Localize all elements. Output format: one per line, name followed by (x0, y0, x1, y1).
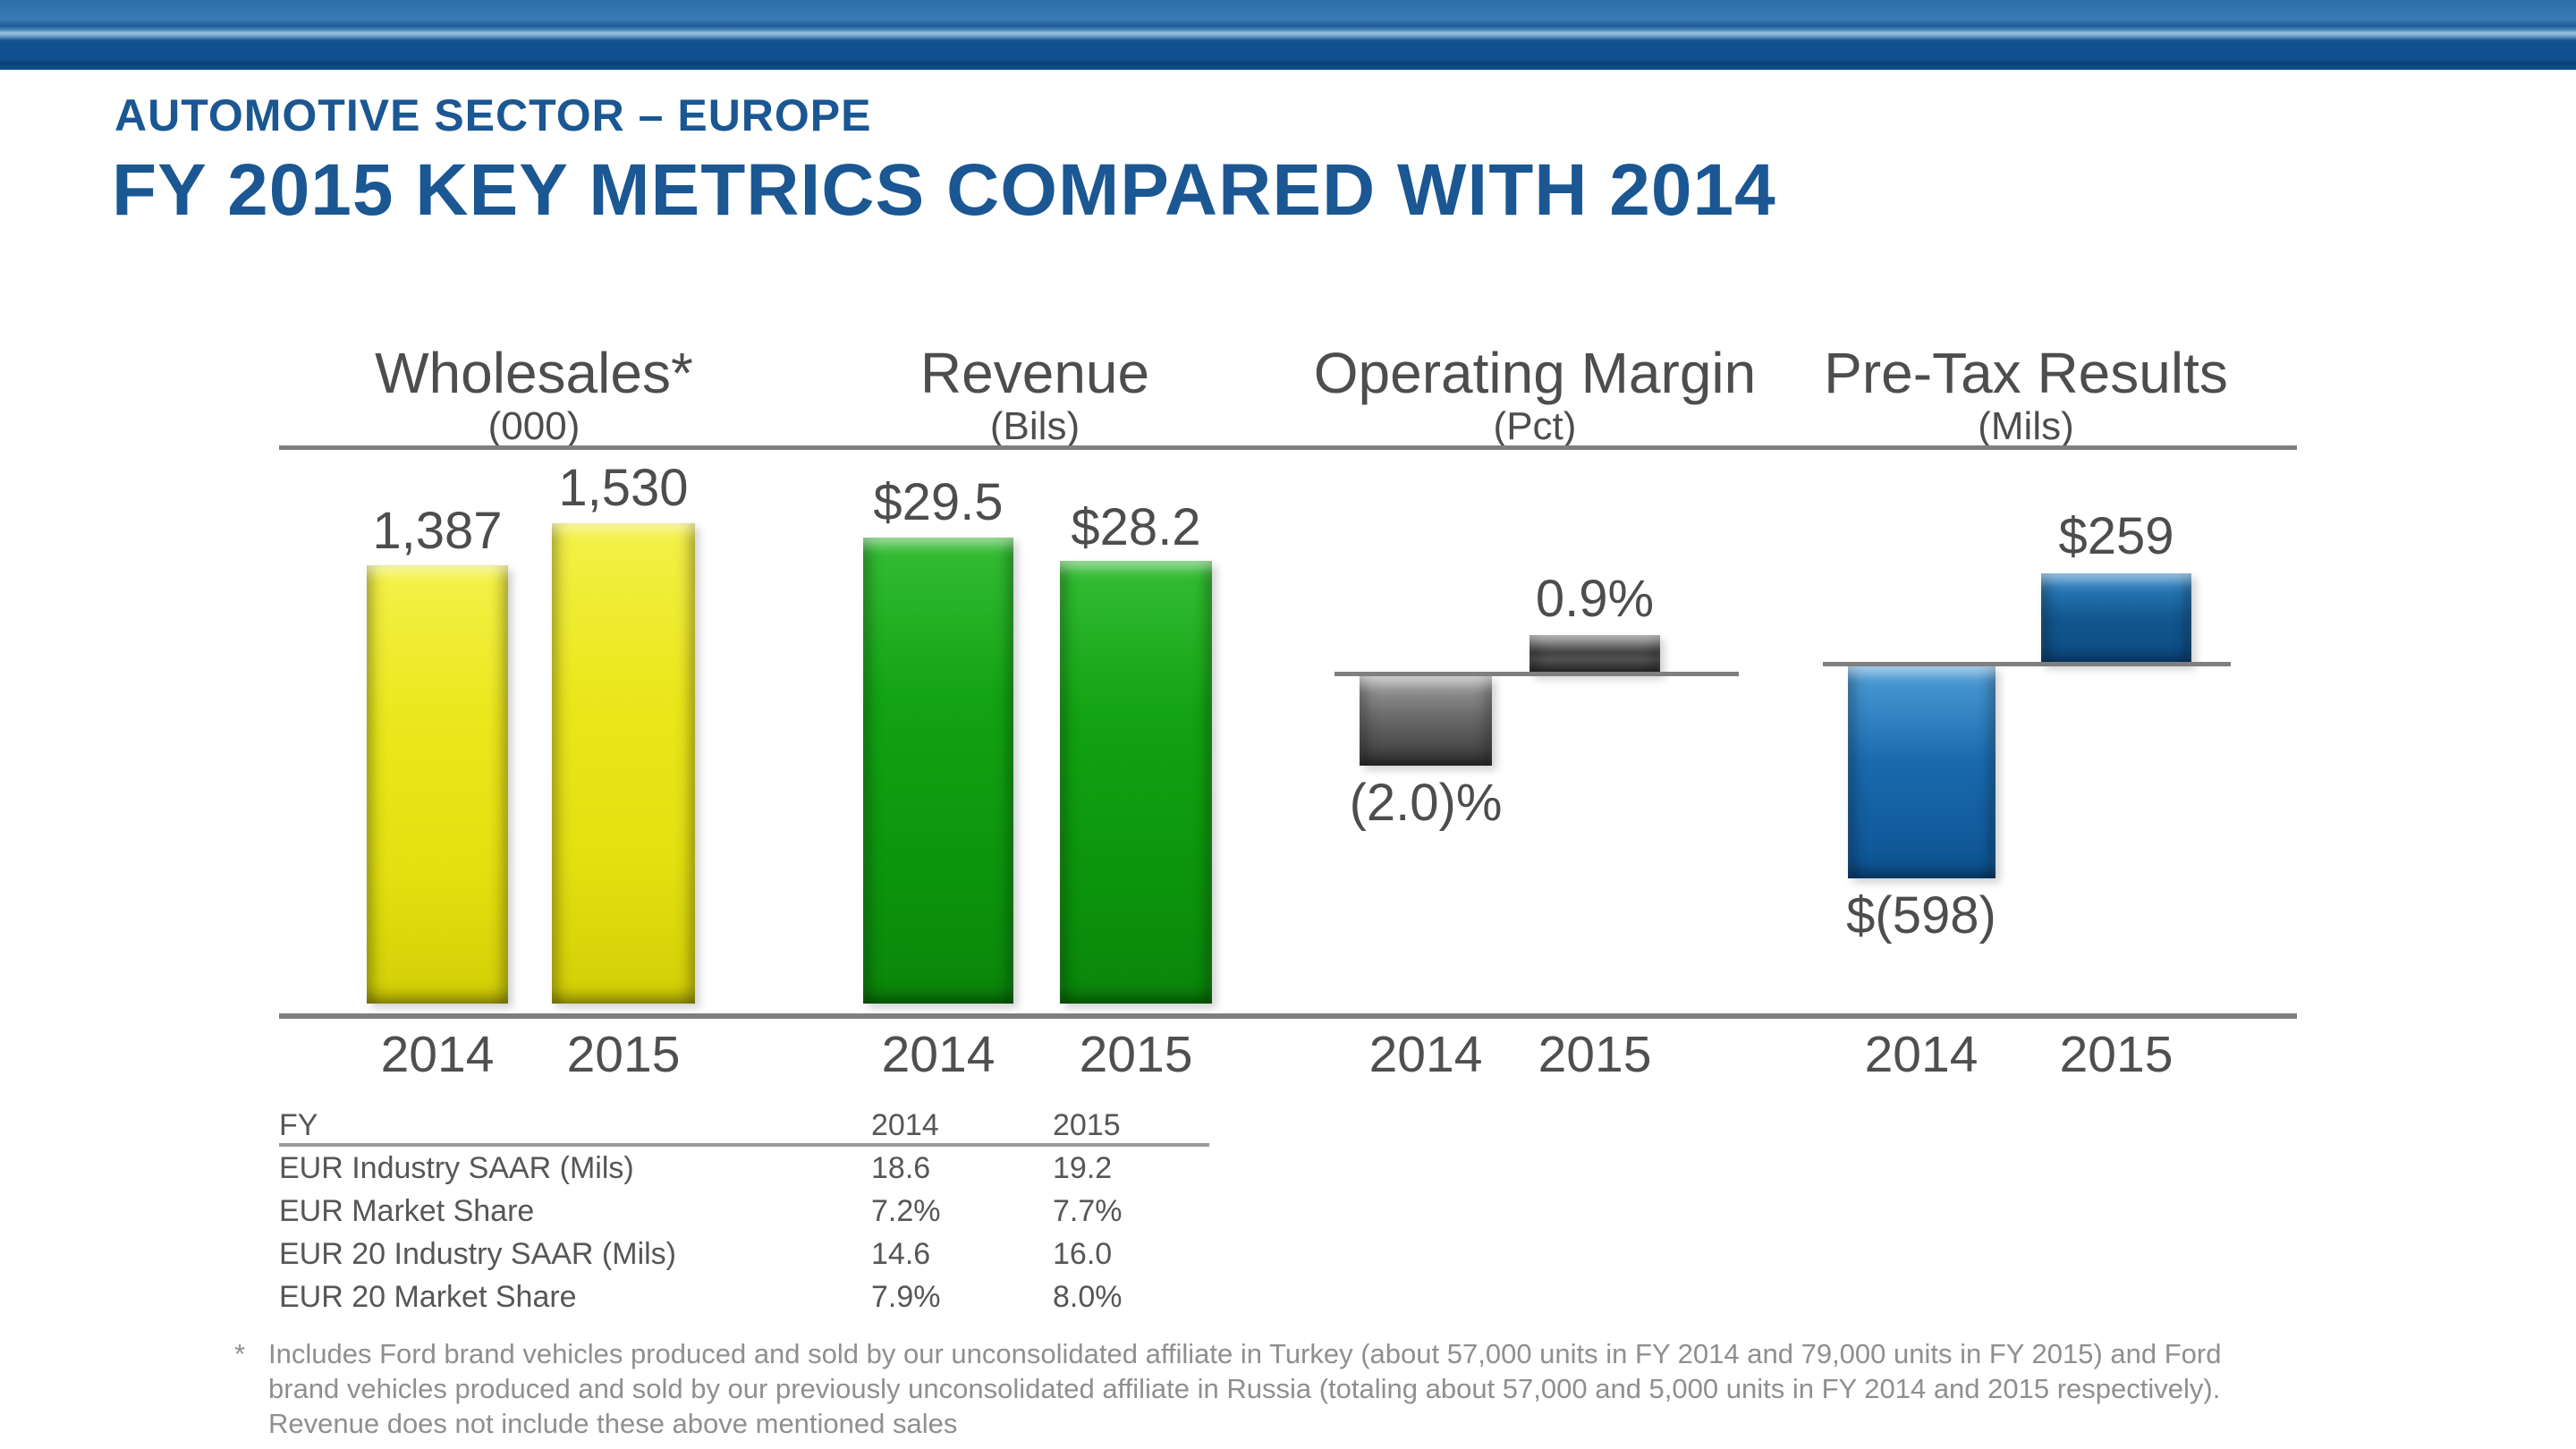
footnote: * Includes Ford brand vehicles produced … (234, 1336, 2265, 1441)
chart-subtitle-wholesales: (000) (487, 404, 580, 448)
header-ribbon (0, 0, 2576, 70)
table-cell-2014: 7.9% (871, 1279, 941, 1314)
year-label-wholesales-2015: 2015 (566, 1026, 681, 1083)
table-cell-2014: 14.6 (871, 1236, 931, 1271)
table-row: EUR 20 Market Share 7.9% 8.0% (279, 1275, 1209, 1318)
chart-baseline (279, 1013, 2297, 1019)
table-header-2014: 2014 (871, 1107, 939, 1142)
bar-revenue-2015 (1060, 561, 1212, 1004)
value-label-revenue-2014: $29.5 (873, 473, 1004, 531)
value-label-pretax-2015: $259 (2058, 507, 2174, 565)
chart-title-revenue: Revenue (919, 341, 1150, 405)
value-label-wholesales-2014: 1,387 (372, 502, 503, 560)
bar-operating-margin-2015 (1530, 635, 1660, 674)
table-row: EUR 20 Industry SAAR (Mils) 14.6 16.0 (279, 1233, 1209, 1275)
section-title: AUTOMOTIVE SECTOR – EUROPE (114, 90, 872, 140)
chart-subtitle-revenue: (Bils) (989, 404, 1080, 448)
table-cell-label: EUR 20 Industry SAAR (Mils) (279, 1236, 676, 1271)
table-cell-2015: 7.7% (1053, 1193, 1123, 1228)
value-label-operating-margin-2015: 0.9% (1535, 570, 1655, 628)
chart-subtitle-pretax: (Mils) (1978, 404, 2074, 448)
zero-line-pretax (1823, 662, 2231, 666)
table-header-2015: 2015 (1053, 1107, 1121, 1142)
value-label-wholesales-2015: 1,530 (558, 459, 689, 517)
page-title: FY 2015 KEY METRICS COMPARED WITH 2014 (112, 149, 1776, 231)
bar-operating-margin-2014 (1360, 676, 1492, 766)
chart-title-wholesales: Wholesales* (375, 341, 693, 405)
bar-pretax-2015 (2041, 573, 2191, 665)
bar-wholesales-2015 (552, 523, 695, 1004)
chart-title-pretax: Pre-Tax Results (1824, 341, 2228, 405)
table-row: EUR Market Share 7.2% 7.7% (279, 1190, 1209, 1233)
table-cell-2014: 7.2% (871, 1193, 941, 1228)
table-cell-label: EUR Market Share (279, 1193, 535, 1228)
year-label-revenue-2014: 2014 (881, 1026, 996, 1083)
year-label-pretax-2015: 2015 (2059, 1026, 2174, 1083)
year-label-wholesales-2014: 2014 (380, 1026, 495, 1083)
table-cell-2014: 18.6 (871, 1150, 931, 1185)
chart-subtitle-operating-margin: (Pct) (1493, 404, 1577, 448)
chart-title-operating-margin: Operating Margin (1313, 341, 1757, 405)
summary-table: FY 2014 2015 EUR Industry SAAR (Mils) 18… (279, 1107, 1209, 1318)
table-cell-2015: 19.2 (1053, 1150, 1113, 1185)
bar-wholesales-2014 (367, 565, 508, 1004)
table-cell-label: EUR 20 Market Share (279, 1279, 577, 1314)
year-label-revenue-2015: 2015 (1079, 1026, 1193, 1083)
bar-pretax-2014 (1848, 666, 1996, 878)
table-cell-label: EUR Industry SAAR (Mils) (279, 1150, 634, 1185)
year-label-operating-margin-2015: 2015 (1538, 1026, 1652, 1083)
zero-line-operating-margin (1335, 672, 1739, 676)
chart-top-rule (279, 445, 2297, 450)
value-label-operating-margin-2014: (2.0)% (1349, 774, 1503, 832)
table-row: EUR Industry SAAR (Mils) 18.6 19.2 (279, 1147, 1209, 1190)
bar-revenue-2014 (863, 538, 1013, 1004)
year-label-operating-margin-2014: 2014 (1368, 1026, 1483, 1083)
table-cell-2015: 8.0% (1053, 1279, 1123, 1314)
table-cell-2015: 16.0 (1053, 1236, 1113, 1271)
value-label-pretax-2014: $(598) (1846, 886, 1996, 945)
table-header-row: FY 2014 2015 (279, 1107, 1209, 1147)
table-header-fy: FY (279, 1107, 318, 1142)
footnote-marker: * (234, 1338, 246, 1369)
value-label-revenue-2015: $28.2 (1071, 498, 1201, 556)
footnote-text: Includes Ford brand vehicles produced an… (268, 1338, 2222, 1439)
year-label-pretax-2014: 2014 (1864, 1026, 1979, 1083)
